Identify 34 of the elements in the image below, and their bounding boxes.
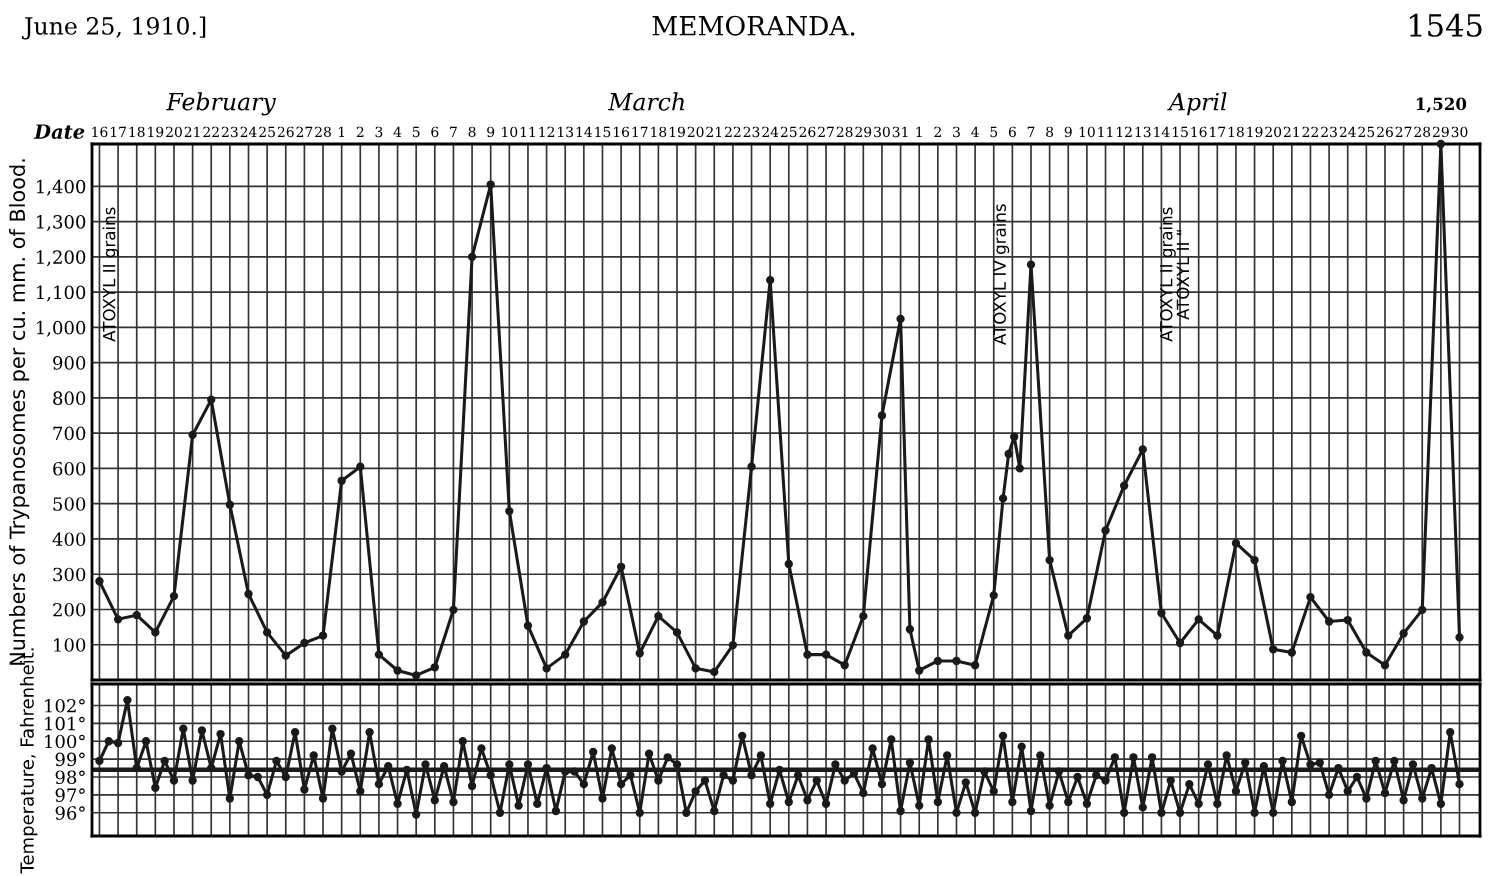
y-tick-label: 1,000 <box>36 320 86 337</box>
y-tick-label: 500 <box>53 497 86 511</box>
y-tick-label: 97° <box>55 788 85 802</box>
y-tick-label: 102° <box>45 698 85 713</box>
y-tick-label: 600 <box>53 461 86 476</box>
chart-title: MEMORANDA. <box>652 15 855 36</box>
y-tick-label: 1,200 <box>36 250 86 267</box>
y-tick-label: 700 <box>53 426 86 441</box>
y-tick-label: 1,400 <box>36 179 86 196</box>
y-tick-label: 1,300 <box>36 215 86 231</box>
text: June 25, 1910.] <box>22 16 206 40</box>
annotation: ATOXYL II grains <box>1159 207 1176 342</box>
annotation: ATOXYL IV grains <box>993 204 1010 345</box>
y-tick-label: 96° <box>55 806 85 820</box>
y-tick-label: 900 <box>53 356 86 370</box>
annotation: ATOXYL II grains <box>102 207 119 342</box>
y-tick-label: 99° <box>55 752 85 767</box>
y-axis-title: Temperature, Fahrenheit. <box>19 648 38 874</box>
text: February <box>166 92 277 116</box>
y-tick-label: 100° <box>45 734 85 749</box>
y-tick-label: 100 <box>54 638 86 652</box>
text: March <box>607 92 685 111</box>
y-tick-label: 800 <box>53 391 86 406</box>
annotation: ATOXYL II " <box>1176 230 1190 320</box>
y-tick-label: 101° <box>45 716 85 731</box>
y-tick-label: 400 <box>52 532 86 547</box>
data-label: 1,520 <box>1416 97 1467 113</box>
y-tick-label: 1,100 <box>36 285 86 302</box>
y-tick-label: 300 <box>53 567 86 582</box>
y-tick-label: 98° <box>55 770 85 785</box>
x-axis-title: Date <box>33 124 85 139</box>
text: April <box>1167 92 1227 116</box>
text: 1545 <box>1409 13 1482 37</box>
y-tick-label: 200 <box>53 602 86 617</box>
